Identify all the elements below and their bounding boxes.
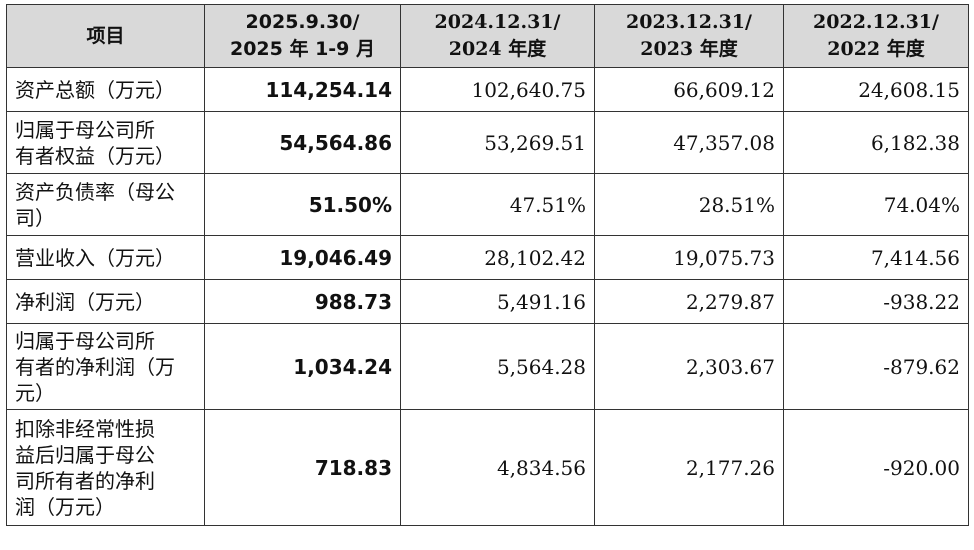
cell-2022: -920.00 [783, 409, 969, 526]
header-2024: 2024.12.31/ 2024 年度 [400, 4, 595, 68]
cell-2024: 28,102.42 [400, 235, 595, 280]
cell-2023: 28.51% [594, 173, 784, 236]
cell-2023: 66,609.12 [594, 67, 784, 112]
table-row: 资产总额（万元） 114,254.14 102,640.75 66,609.12… [6, 67, 969, 112]
header-2025: 2025.9.30/ 2025 年 1-9 月 [204, 4, 401, 68]
header-row: 项目 2025.9.30/ 2025 年 1-9 月 2024.12.31/ 2… [6, 4, 969, 68]
table-body: 资产总额（万元） 114,254.14 102,640.75 66,609.12… [6, 67, 969, 526]
table-row: 扣除非经常性损 益后归属于母公 司所有者的净利 润（万元） 718.83 4,8… [6, 409, 969, 526]
table-row: 归属于母公司所 有者权益（万元） 54,564.86 53,269.51 47,… [6, 111, 969, 174]
cell-2023: 47,357.08 [594, 111, 784, 174]
cell-2025: 114,254.14 [204, 67, 401, 112]
header-2022: 2022.12.31/ 2022 年度 [783, 4, 969, 68]
table-row: 归属于母公司所 有者的净利润（万 元） 1,034.24 5,564.28 2,… [6, 323, 969, 410]
cell-2023: 2,303.67 [594, 323, 784, 410]
financial-summary-table: 项目 2025.9.30/ 2025 年 1-9 月 2024.12.31/ 2… [6, 4, 969, 526]
cell-2022: 7,414.56 [783, 235, 969, 280]
cell-2024: 5,491.16 [400, 279, 595, 324]
cell-2025: 19,046.49 [204, 235, 401, 280]
cell-2023: 2,177.26 [594, 409, 784, 526]
row-label: 营业收入（万元） [6, 235, 205, 280]
row-label: 资产总额（万元） [6, 67, 205, 112]
cell-2022: 6,182.38 [783, 111, 969, 174]
cell-2025: 718.83 [204, 409, 401, 526]
cell-2022: 74.04% [783, 173, 969, 236]
cell-2025: 54,564.86 [204, 111, 401, 174]
row-label: 资产负债率（母公 司） [6, 173, 205, 236]
cell-2022: -938.22 [783, 279, 969, 324]
cell-2025: 51.50% [204, 173, 401, 236]
row-label: 归属于母公司所 有者的净利润（万 元） [6, 323, 205, 410]
header-2023: 2023.12.31/ 2023 年度 [594, 4, 784, 68]
cell-2024: 47.51% [400, 173, 595, 236]
cell-2023: 2,279.87 [594, 279, 784, 324]
table-row: 净利润（万元） 988.73 5,491.16 2,279.87 -938.22 [6, 279, 969, 324]
cell-2025: 1,034.24 [204, 323, 401, 410]
header-item: 项目 [6, 4, 205, 68]
cell-2022: -879.62 [783, 323, 969, 410]
table-row: 营业收入（万元） 19,046.49 28,102.42 19,075.73 7… [6, 235, 969, 280]
cell-2025: 988.73 [204, 279, 401, 324]
cell-2024: 102,640.75 [400, 67, 595, 112]
row-label: 扣除非经常性损 益后归属于母公 司所有者的净利 润（万元） [6, 409, 205, 526]
cell-2024: 5,564.28 [400, 323, 595, 410]
row-label: 净利润（万元） [6, 279, 205, 324]
cell-2024: 4,834.56 [400, 409, 595, 526]
table-row: 资产负债率（母公 司） 51.50% 47.51% 28.51% 74.04% [6, 173, 969, 236]
cell-2024: 53,269.51 [400, 111, 595, 174]
table-header: 项目 2025.9.30/ 2025 年 1-9 月 2024.12.31/ 2… [6, 4, 969, 68]
cell-2023: 19,075.73 [594, 235, 784, 280]
cell-2022: 24,608.15 [783, 67, 969, 112]
row-label: 归属于母公司所 有者权益（万元） [6, 111, 205, 174]
